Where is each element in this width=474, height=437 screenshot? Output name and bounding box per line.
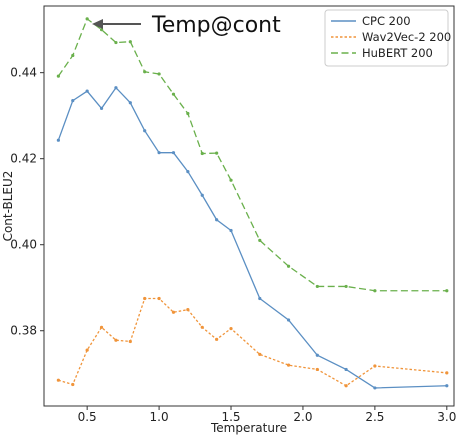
data-point-wav2vec-2-200 [114,338,118,342]
annotation: Temp@cont [92,13,281,38]
data-point-hubert-200 [171,92,176,96]
data-point-hubert-200 [344,284,348,289]
data-point-wav2vec-2-200 [445,371,449,375]
series-cpc-200 [56,86,449,390]
data-point-hubert-200 [229,178,233,182]
x-tick-label: 0.5 [78,410,97,424]
data-point-cpc-200 [186,169,190,174]
data-point-cpc-200 [157,151,161,155]
y-tick-label: 0.44 [10,66,37,80]
data-point-cpc-200 [143,129,147,133]
data-point-cpc-200 [344,367,348,372]
series-hubert-200 [56,17,449,293]
plot-frame [43,5,455,407]
data-point-hubert-200 [215,151,219,155]
data-point-hubert-200 [200,151,204,156]
data-point-wav2vec-2-200 [157,296,161,301]
data-point-cpc-200 [286,318,291,322]
y-tick-label: 0.38 [10,324,37,338]
x-axis-ticks: 0.5 1.0 1.5 2.0 2.5 3.0 [78,406,456,424]
data-point-hubert-200 [56,74,60,78]
data-point-hubert-200 [114,40,118,45]
data-point-hubert-200 [315,284,319,289]
data-point-wav2vec-2-200 [229,326,233,331]
data-point-wav2vec-2-200 [344,384,348,388]
data-point-wav2vec-2-200 [186,308,190,312]
x-axis-label: Temperature [210,421,287,435]
data-point-cpc-200 [445,384,449,388]
data-point-cpc-200 [215,218,219,222]
legend-box [324,9,449,67]
x-tick-label: 1.0 [150,410,169,424]
data-point-wav2vec-2-200 [128,339,132,344]
data-point-hubert-200 [85,17,89,21]
data-point-cpc-200 [114,86,118,90]
data-point-wav2vec-2-200 [258,352,262,356]
data-point-wav2vec-2-200 [71,382,75,387]
data-point-cpc-200 [85,89,89,93]
data-point-cpc-200 [56,138,60,142]
legend-label: Wav2Vec-2 200 [362,30,451,44]
data-point-hubert-200 [445,289,449,293]
annotation-arrowhead-icon [92,19,103,29]
data-point-cpc-200 [99,106,104,110]
data-point-cpc-200 [71,99,75,103]
legend: CPC 200 Wav2Vec-2 200 HuBERT 200 [324,9,451,67]
data-point-wav2vec-2-200 [315,367,319,372]
data-point-cpc-200 [128,101,132,105]
y-axis-ticks: 0.38 0.40 0.42 0.44 [10,66,44,338]
data-point-hubert-200 [286,264,291,268]
data-point-wav2vec-2-200 [286,363,291,367]
series-layer [56,17,449,390]
data-point-wav2vec-2-200 [99,325,104,329]
series-wav2vec-2-200 [56,296,449,388]
data-point-hubert-200 [128,40,132,44]
data-point-cpc-200 [229,228,233,233]
data-point-hubert-200 [186,111,190,116]
y-tick-label: 0.42 [10,152,37,166]
data-point-hubert-200 [258,238,262,243]
data-point-wav2vec-2-200 [200,325,204,329]
legend-label: CPC 200 [362,14,411,28]
data-point-cpc-200 [171,151,176,155]
data-point-wav2vec-2-200 [171,310,176,314]
data-point-hubert-200 [99,28,104,32]
data-point-hubert-200 [157,72,161,76]
data-point-wav2vec-2-200 [373,364,377,368]
data-point-wav2vec-2-200 [56,378,60,382]
data-point-hubert-200 [143,70,147,74]
data-point-hubert-200 [71,53,75,58]
y-tick-label: 0.40 [10,238,37,252]
data-point-wav2vec-2-200 [143,296,147,301]
annotation-text: Temp@cont [151,13,281,38]
x-tick-label: 2.5 [365,410,384,424]
x-tick-label: 1.5 [221,410,240,424]
series-line-cpc-200 [57,86,447,389]
series-line-wav2vec-2-200 [58,297,447,387]
data-point-cpc-200 [373,386,377,390]
data-point-wav2vec-2-200 [85,348,89,352]
data-point-cpc-200 [200,193,204,197]
data-point-wav2vec-2-200 [215,337,219,341]
y-axis-label: Cont-BLEU2 [1,171,15,242]
data-point-cpc-200 [258,296,262,301]
legend-label: HuBERT 200 [362,46,433,60]
data-point-cpc-200 [315,353,319,357]
x-tick-label: 3.0 [437,410,456,424]
data-point-hubert-200 [373,289,377,293]
x-tick-label: 2.0 [293,410,312,424]
